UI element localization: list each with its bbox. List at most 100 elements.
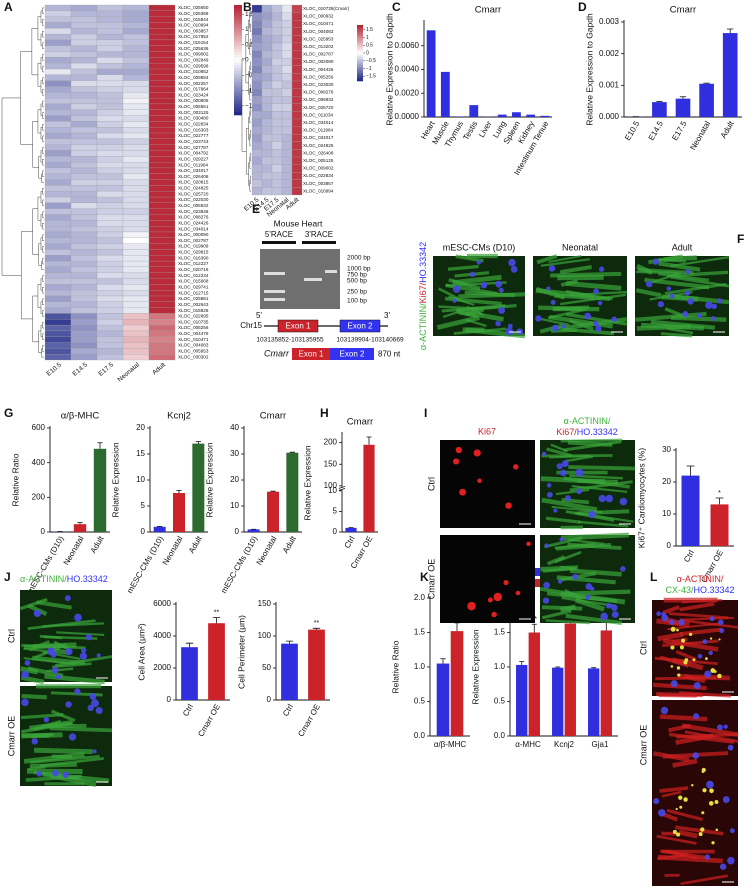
bar [440,71,450,117]
y-tick-label: 0 [41,527,46,536]
heatmap-cell [44,231,72,238]
heatmap-cell [148,4,176,11]
y-tick-label: 0 [667,541,672,550]
nucleus [526,541,531,547]
row-label: XLOC_006561 [178,104,209,109]
y-tick-label: 0 [235,527,240,536]
heatmap-cell [251,73,263,82]
heatmap-cell [44,39,72,46]
row-label: XLOC_010471 [178,337,209,342]
row-label: XLOC_015844 [178,17,209,22]
error-bar [703,82,710,84]
fiber [23,657,76,666]
fiber [666,808,704,822]
fiber [679,616,734,621]
y-tick-label: 1.0 [414,662,426,671]
heatmap-cell [251,149,263,158]
heatmap-cell [44,208,72,215]
heatmap-cell [96,22,124,29]
junction [670,626,676,632]
colorbar-step [234,32,242,36]
nucleus [498,307,506,314]
nucleus [92,749,97,754]
heatmap-cell [70,10,98,17]
colorbar-label: −1.5 [245,103,258,110]
fiber [660,332,693,338]
heatmap-cell [70,307,98,314]
heatmap-cell [44,278,72,285]
heatmap-cell [291,134,303,142]
junction [702,788,707,793]
heatmap-cell [70,249,98,256]
heatmap-cell [70,80,98,87]
heatmap-cell [122,243,150,250]
bar [652,102,667,117]
heatmap-cell [122,109,150,116]
x-tick-label: α-MHC [515,740,541,749]
nucleus [546,483,552,488]
heatmap-cell [122,196,150,204]
stain-part: α-ACTININ/ [418,303,428,350]
colorbar-step [234,71,242,75]
heatmap-cell [148,103,176,110]
colorbar-step [234,29,242,33]
row-label: XLOC_006932 [303,97,334,102]
heatmap-cell [44,237,72,244]
heatmap-cell [281,141,293,150]
transcript-exon-label: Exon 1 [299,350,324,359]
heatmap-cell [261,179,273,188]
colorbar-step [234,27,242,31]
nucleus [505,502,512,509]
x-tick-label: Ctrl [281,702,295,717]
x-tick-label: mESC-CMs (D10) [125,534,165,595]
colorbar-label: −1 [366,66,372,72]
y-axis-label: Relative Expression [204,442,214,517]
colorbar-label: 1 [245,26,249,33]
heatmap-cell [96,243,124,250]
error-bar [212,617,221,624]
dendrogram [1,97,22,276]
fiber [452,274,502,285]
fiber [658,272,709,282]
heatmap-cell [148,243,176,250]
column-label: E10.5 [45,361,63,378]
exon [339,319,381,333]
y-tick-label: 30 [662,445,671,454]
x-tick-label: Adult [187,534,204,555]
nucleus [546,286,551,291]
y-tick-label: 0 [141,527,146,536]
row-label: XLOC_015828 [178,308,209,313]
panel-letter: G [4,406,13,420]
heatmap-cell [44,249,72,256]
fiber [30,755,100,764]
row-label: XLOC_022030 [178,197,209,202]
colorbar-step [357,25,363,27]
heatmap-cell [122,68,150,75]
heatmap-cell [70,57,98,64]
colorbar-label: −0.5 [366,58,376,64]
heatmap-cell [44,167,72,174]
dendrogram [42,65,44,73]
heatmap-cell [148,214,176,221]
y-tick-label: 0 [333,527,338,536]
y-tick-label: 0.002 [599,49,620,58]
lane-bar [262,241,296,244]
row-label: Ctrl [426,477,436,491]
fiber [657,631,684,642]
ladder-label: 1000 bp [347,266,371,273]
heatmap-cell [96,249,124,256]
colorbar-step [357,33,363,36]
bar [281,643,298,700]
nucleus [717,298,723,304]
dendrogram [40,80,43,93]
heatmap-cell [291,149,303,158]
dendrogram [42,7,44,14]
fiber [49,726,113,733]
fiber [436,315,480,330]
nucleus [585,583,593,590]
colorbar-step [234,73,242,77]
error-bar [656,101,663,103]
junction [710,668,716,673]
heatmap-cell [251,42,263,51]
colorbar-step [234,76,242,80]
